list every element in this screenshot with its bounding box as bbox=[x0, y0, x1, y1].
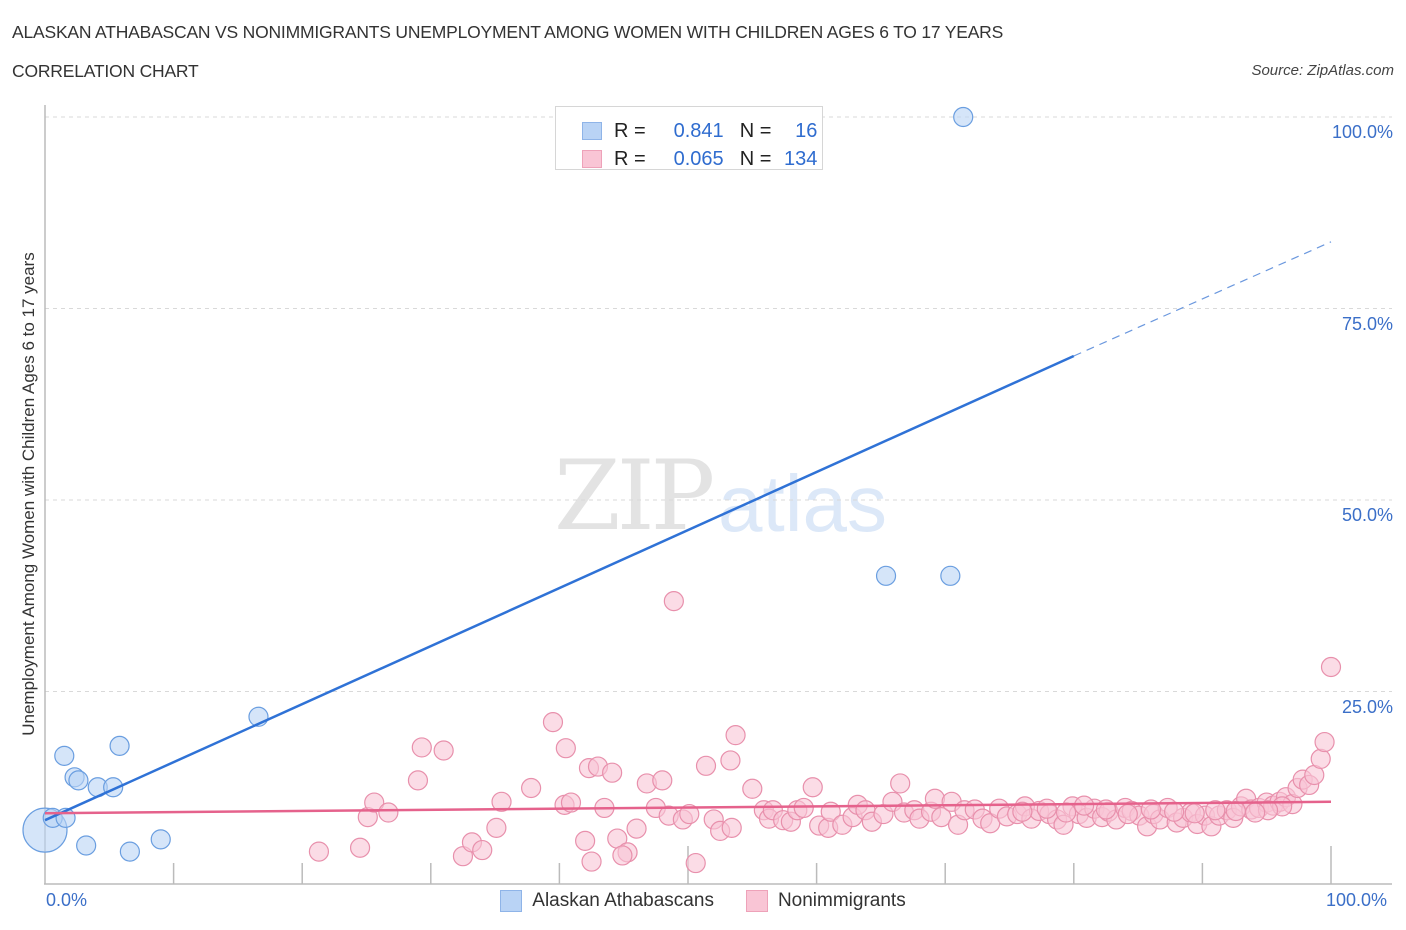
x-tick-100: 100.0% bbox=[1326, 890, 1388, 910]
y-tick-75: 75.0% bbox=[1341, 314, 1393, 334]
data-point bbox=[364, 792, 385, 813]
data-point bbox=[308, 841, 330, 862]
data-point bbox=[1164, 801, 1185, 822]
watermark-zip: ZIP bbox=[554, 440, 715, 552]
data-point bbox=[119, 841, 140, 862]
data-point bbox=[407, 770, 429, 791]
n-value: 16 bbox=[795, 119, 818, 142]
blue-swatch-icon bbox=[500, 890, 523, 912]
r-value: 0.065 bbox=[673, 147, 724, 170]
data-point bbox=[1012, 801, 1033, 822]
data-point bbox=[721, 817, 742, 838]
data-point bbox=[521, 777, 542, 799]
data-point bbox=[433, 740, 454, 761]
data-point bbox=[1184, 803, 1205, 824]
y-tick-25: 25.0% bbox=[1341, 697, 1393, 717]
data-point bbox=[695, 755, 717, 776]
data-point bbox=[575, 830, 596, 851]
trend-lines bbox=[44, 241, 1332, 822]
pink-swatch-icon bbox=[745, 890, 768, 912]
data-point bbox=[742, 778, 763, 799]
data-point bbox=[612, 845, 633, 866]
data-point bbox=[1140, 799, 1162, 820]
data-point bbox=[1117, 803, 1138, 825]
data-point bbox=[1314, 731, 1335, 753]
data-point bbox=[378, 802, 399, 823]
r-label: R = bbox=[614, 119, 646, 142]
data-point bbox=[953, 106, 974, 128]
data-point bbox=[486, 817, 507, 838]
data-point bbox=[1036, 798, 1057, 819]
data-point bbox=[1073, 795, 1095, 816]
data-point bbox=[931, 807, 952, 828]
data-point bbox=[109, 735, 130, 756]
legend-item-athabascans[interactable]: Alaskan Athabascans bbox=[500, 890, 714, 912]
y-axis-label: Unemployment Among Women with Children A… bbox=[19, 252, 38, 736]
blue-swatch-icon bbox=[582, 122, 602, 140]
data-point bbox=[679, 803, 700, 825]
y-tick-100: 100.0% bbox=[1331, 122, 1393, 142]
r-label: R = bbox=[614, 147, 646, 170]
n-label: N = bbox=[739, 147, 772, 170]
y-tick-50: 50.0% bbox=[1341, 505, 1393, 525]
data-point bbox=[652, 770, 673, 791]
athabascans-trend-line bbox=[44, 354, 1075, 822]
legend-label: Nonimmigrants bbox=[777, 890, 906, 911]
data-point bbox=[1225, 800, 1246, 822]
data-point bbox=[685, 852, 706, 874]
n-label: N = bbox=[739, 119, 772, 142]
chart-subtitle: CORRELATION CHART bbox=[12, 61, 199, 81]
data-point bbox=[1320, 656, 1342, 678]
data-point bbox=[491, 791, 512, 812]
legend-label: Alaskan Athabascans bbox=[532, 890, 714, 911]
data-point bbox=[472, 839, 493, 861]
data-point bbox=[1055, 802, 1077, 823]
data-point bbox=[720, 750, 741, 771]
data-point bbox=[663, 591, 684, 612]
data-point bbox=[1310, 748, 1331, 770]
nonimmigrants-trend-line bbox=[44, 800, 1332, 815]
nonimmigrants-points bbox=[308, 591, 1342, 874]
stats-box: R = 0.841 N = 16 R = 0.065 N = 134 bbox=[555, 106, 823, 170]
data-point bbox=[890, 773, 911, 794]
data-point bbox=[581, 851, 602, 872]
data-point bbox=[68, 770, 89, 791]
legend: Alaskan Athabascans Nonimmigrants bbox=[0, 890, 1406, 912]
athabascans-trend-extension bbox=[1073, 241, 1332, 357]
pink-swatch-icon bbox=[582, 150, 602, 168]
data-point bbox=[150, 829, 171, 850]
data-point bbox=[555, 738, 576, 759]
source-label: Source: ZipAtlas.com bbox=[1251, 62, 1394, 79]
stats-row-athabascans: R = 0.841 N = 16 bbox=[582, 119, 817, 143]
data-point bbox=[802, 777, 823, 798]
data-point bbox=[602, 762, 623, 783]
athabascans-points bbox=[22, 106, 974, 862]
data-point bbox=[1245, 802, 1266, 823]
data-point bbox=[875, 565, 897, 586]
data-point bbox=[940, 565, 961, 586]
data-point bbox=[54, 745, 75, 766]
axes bbox=[44, 105, 1392, 885]
data-point bbox=[411, 737, 432, 758]
data-point bbox=[725, 725, 746, 746]
legend-item-nonimmigrants[interactable]: Nonimmigrants bbox=[745, 890, 906, 912]
gridlines bbox=[45, 116, 1392, 692]
r-value: 0.841 bbox=[673, 119, 724, 142]
data-point bbox=[76, 835, 97, 856]
data-point bbox=[542, 712, 564, 733]
data-point bbox=[1205, 800, 1226, 821]
n-value: 134 bbox=[784, 147, 818, 170]
data-point bbox=[349, 837, 371, 858]
chart-title: ALASKAN ATHABASCAN VS NONIMMIGRANTS UNEM… bbox=[12, 22, 1004, 42]
data-point bbox=[793, 797, 814, 819]
data-point bbox=[626, 818, 647, 839]
x-tick-0: 0.0% bbox=[46, 890, 88, 910]
stats-row-nonimmigrants: R = 0.065 N = 134 bbox=[582, 147, 817, 171]
